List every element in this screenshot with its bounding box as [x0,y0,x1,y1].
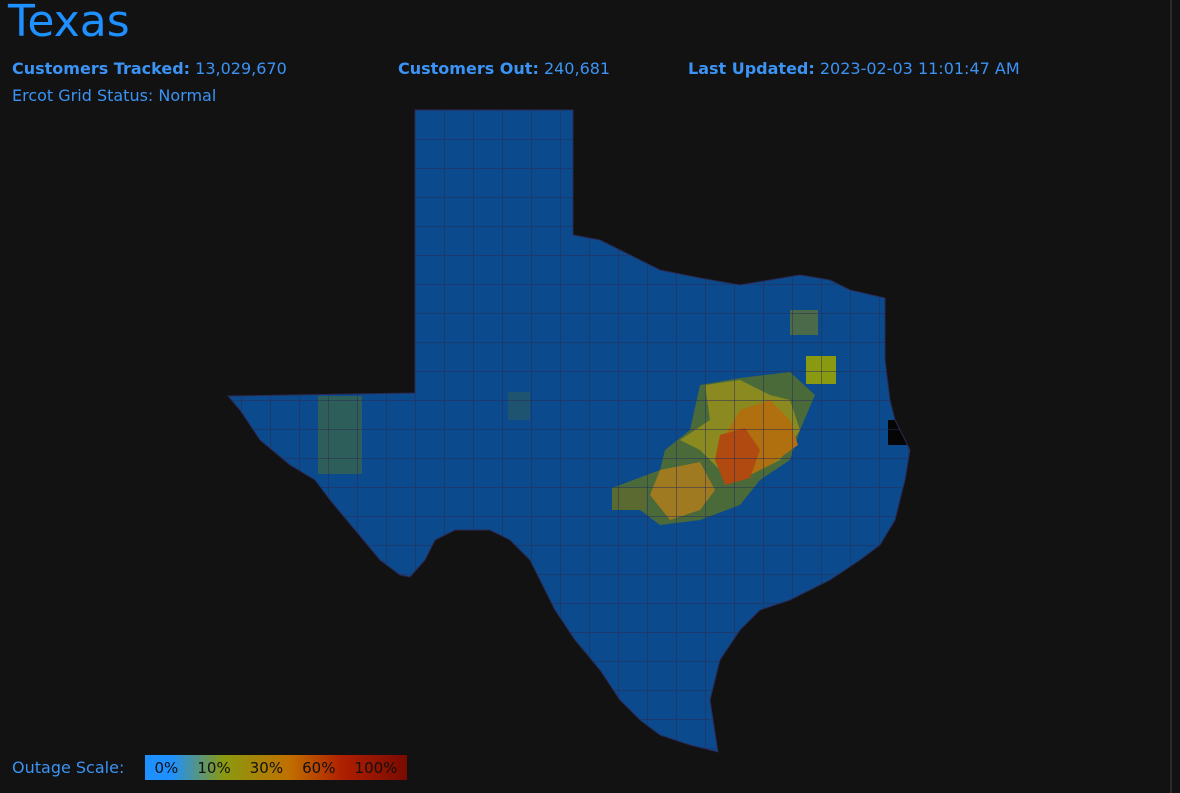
stat: Customers Tracked: 13,029,670 [12,59,287,78]
stat-label: Customers Out: [398,59,539,78]
stat: Customers Out: 240,681 [398,59,610,78]
stat-value: 13,029,670 [195,59,287,78]
legend-step: 100% [354,758,398,777]
texas-outline [226,109,911,753]
grid-status: Ercot Grid Status: Normal [12,86,217,105]
legend-step: 10% [197,758,231,777]
title: Texas [8,0,130,47]
stat: Last Updated: 2023-02-03 11:01:47 AM [688,59,1020,78]
legend-label: Outage Scale: [12,758,125,777]
stat-value: 2023-02-03 11:01:47 AM [819,59,1020,78]
stat-label: Customers Tracked: [12,59,191,78]
stat-label: Last Updated: [688,59,815,78]
texas-shape [228,110,910,752]
legend-step: 60% [302,758,336,777]
legend-step: 30% [249,758,284,777]
legend-scale: 0% 10% 30% 60% 100% [145,755,407,780]
stat-value: 240,681 [543,59,611,78]
legend-step: 0% [154,758,179,777]
edge [1170,0,1172,793]
